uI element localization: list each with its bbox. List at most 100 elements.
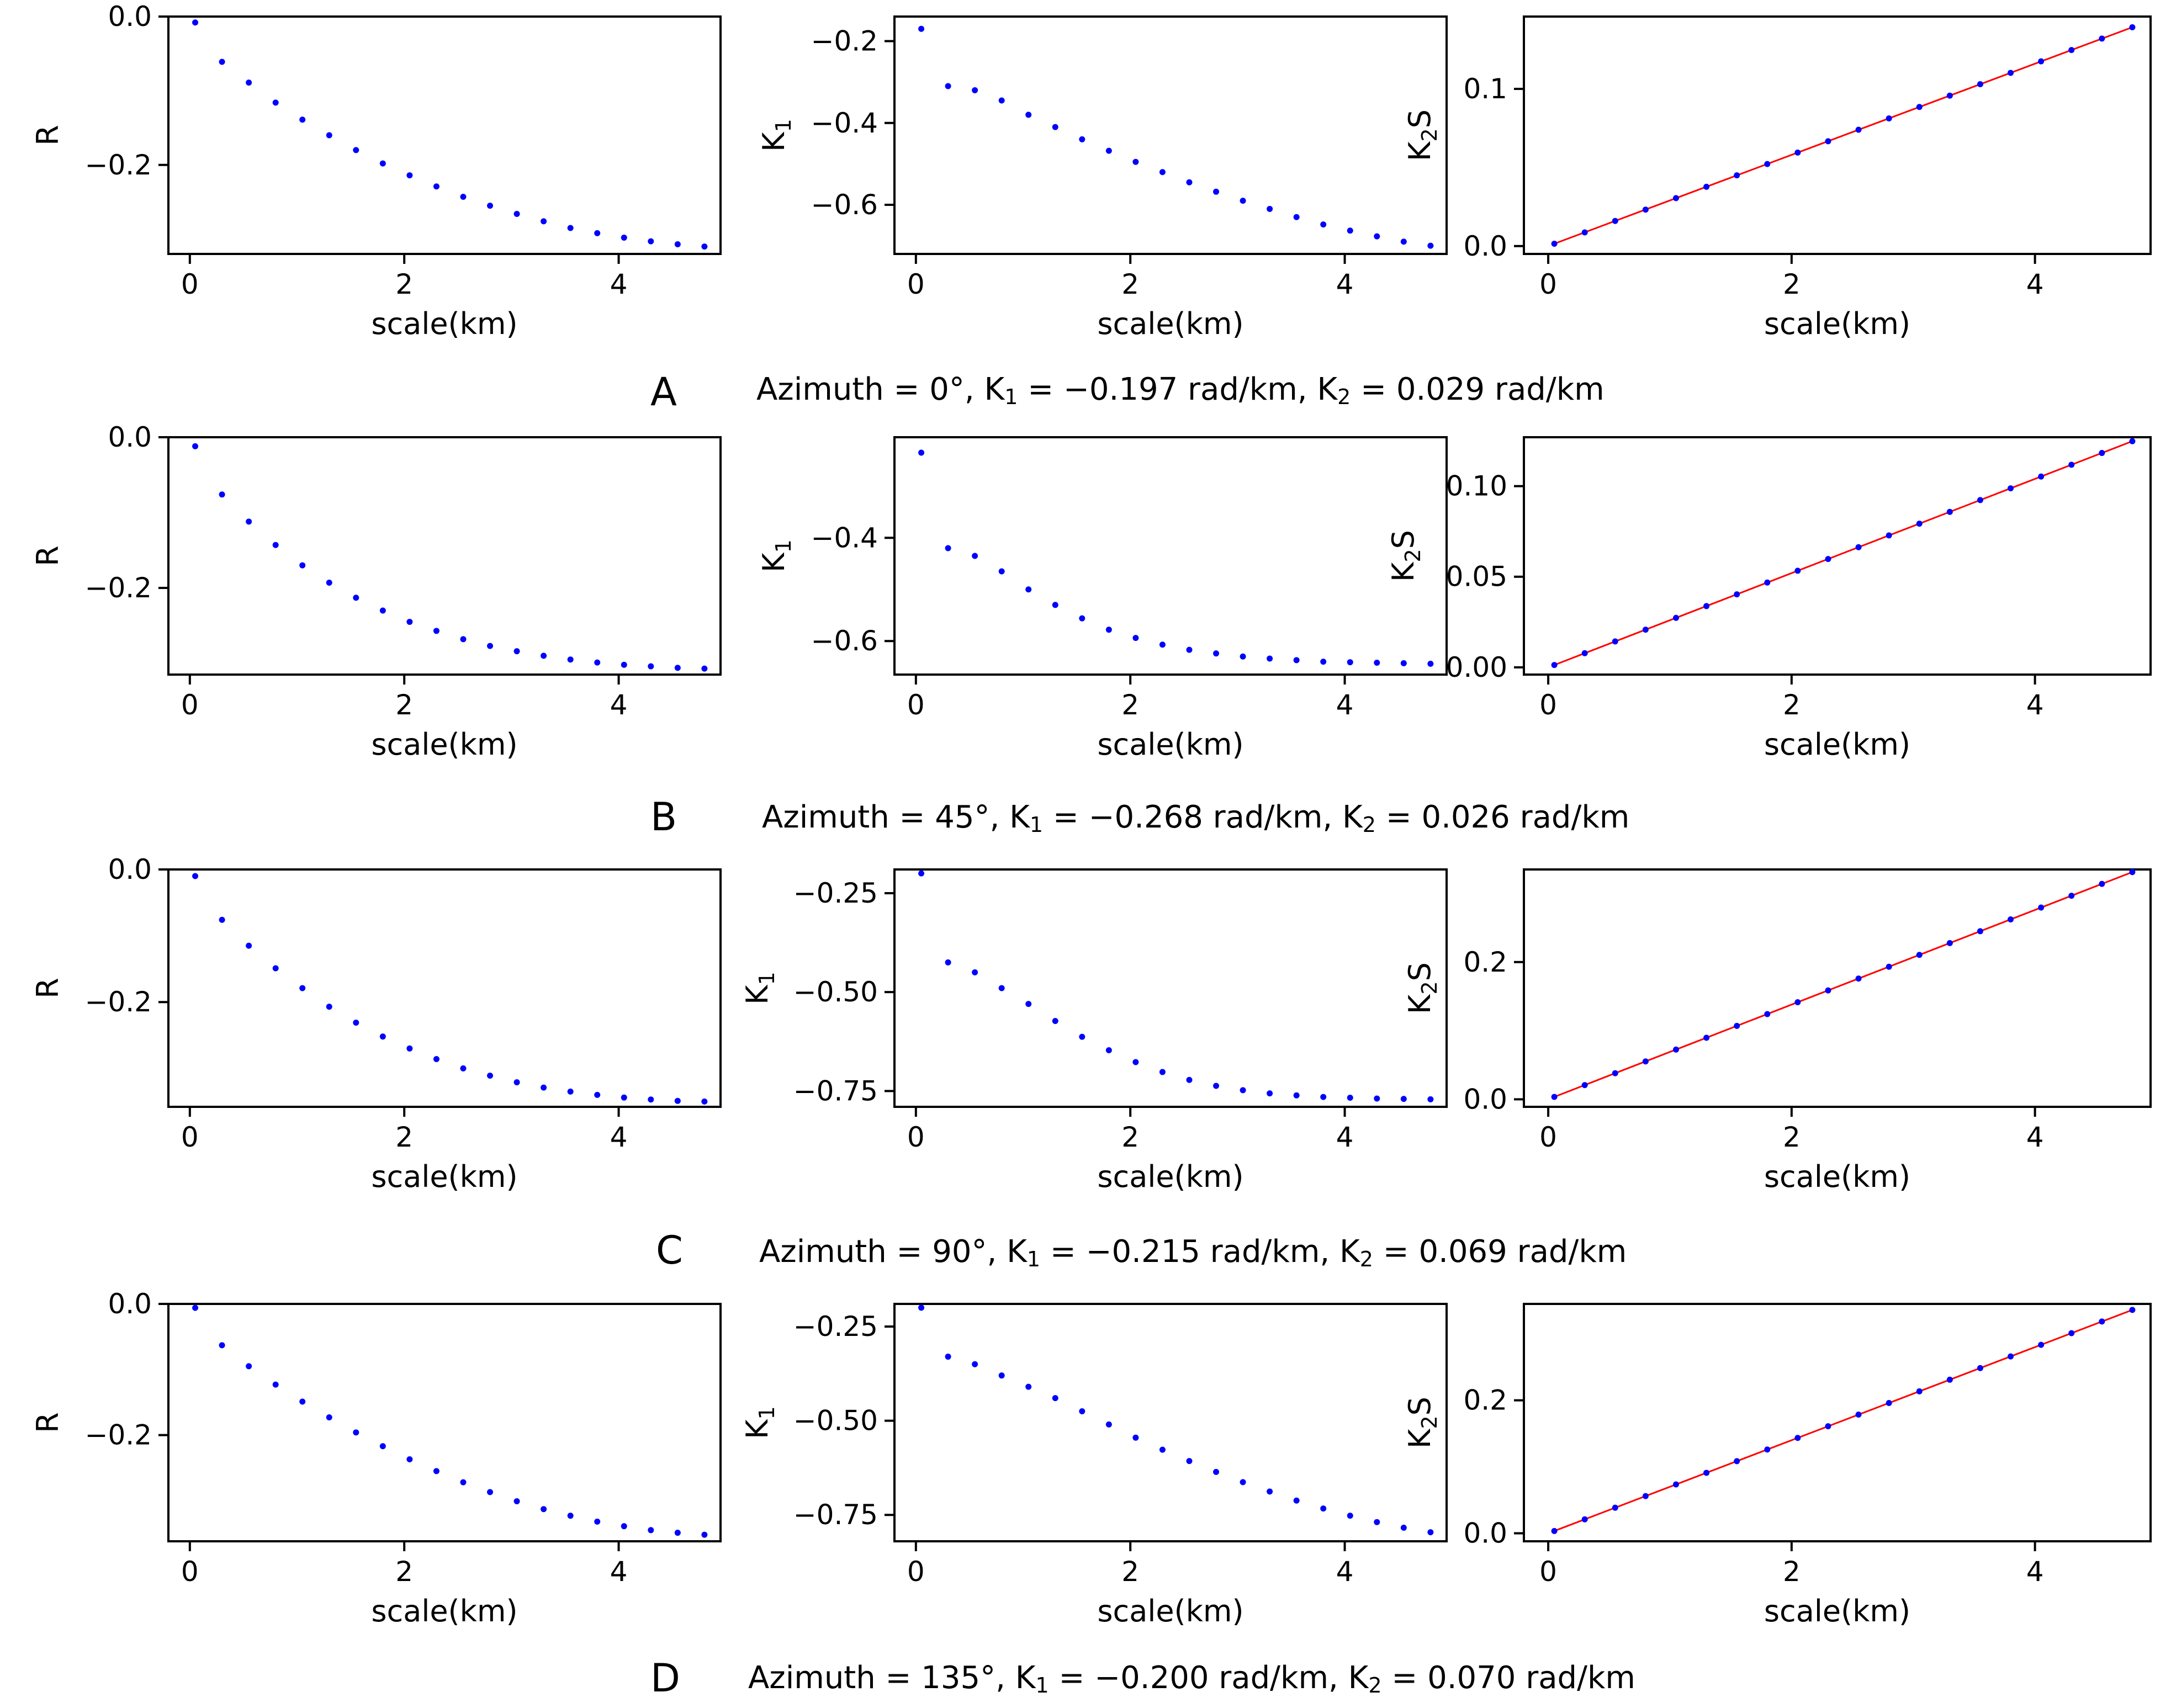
- data-point: [2099, 35, 2105, 42]
- panel-caption-a: Azimuth = 0°, K1 = −0.197 rad/km, K2 = 0…: [756, 372, 1605, 409]
- data-point: [541, 653, 547, 659]
- data-point: [1886, 532, 1892, 539]
- data-point: [1213, 1083, 1220, 1089]
- data-point: [1159, 169, 1166, 176]
- data-point: [1764, 579, 1771, 586]
- y-tick-label: −0.50: [793, 976, 878, 1008]
- azimuth-value: 90°: [932, 1234, 987, 1270]
- data-point: [460, 636, 467, 643]
- y-tick-label: −0.25: [793, 1311, 878, 1343]
- data-point: [1672, 614, 1679, 621]
- data-point: [192, 873, 199, 879]
- y-tick-label: −0.25: [793, 877, 878, 909]
- y-tick-label: −0.2: [85, 572, 152, 604]
- data-point: [1400, 1096, 1407, 1102]
- data-point: [1855, 975, 1862, 982]
- data-point: [2099, 880, 2105, 887]
- data-point: [972, 553, 978, 559]
- data-point: [1427, 660, 1434, 667]
- data-point: [918, 1304, 925, 1311]
- fit-line: [1554, 871, 2133, 1098]
- data-point: [1052, 602, 1058, 608]
- data-point: [1855, 1412, 1862, 1418]
- data-point: [1977, 928, 1983, 935]
- data-point: [326, 1414, 332, 1420]
- x-tick-label: 2: [1121, 1556, 1139, 1588]
- data-point: [1672, 1046, 1679, 1053]
- k1-value: −0.268: [1088, 799, 1203, 835]
- azimuth-value: 135°: [921, 1660, 996, 1696]
- data-point: [1825, 556, 1831, 563]
- data-point: [972, 87, 978, 93]
- k1-value: −0.215: [1086, 1234, 1200, 1270]
- data-point: [1374, 1519, 1380, 1525]
- data-point: [1025, 1001, 1032, 1007]
- data-point: [1642, 206, 1649, 213]
- y-tick-label: 0.1: [1463, 73, 1507, 105]
- data-point: [1886, 115, 1892, 122]
- data-point: [1612, 218, 1618, 224]
- data-point: [1132, 158, 1139, 165]
- data-point: [460, 1065, 467, 1072]
- data-point: [513, 648, 520, 655]
- data-point: [1052, 124, 1058, 130]
- data-point: [1347, 659, 1353, 666]
- y-tick-label: −0.50: [793, 1405, 878, 1437]
- k1-value: −0.200: [1094, 1660, 1209, 1696]
- y-tick-label: 0.10: [1446, 470, 1507, 502]
- y-tick-label: −0.2: [811, 25, 878, 57]
- y-axis-label-main: K: [1402, 141, 1437, 161]
- axes-frame: [167, 15, 722, 255]
- data-point: [2099, 1318, 2105, 1325]
- y-axis-label: R: [30, 1412, 65, 1433]
- data-point: [1186, 646, 1193, 653]
- y-axis-label-main: K: [740, 984, 775, 1005]
- data-point: [1186, 1076, 1193, 1083]
- axes-frame: [1523, 15, 2152, 255]
- data-point: [541, 1084, 547, 1091]
- data-point: [1132, 1059, 1139, 1065]
- data-point: [1427, 242, 1434, 249]
- k2-value: 0.026: [1421, 799, 1510, 835]
- data-point: [2099, 450, 2105, 457]
- data-point: [1320, 659, 1327, 665]
- data-point: [1977, 497, 1983, 503]
- data-point: [1612, 1504, 1618, 1511]
- axes-frame: [893, 1303, 1448, 1542]
- data-point: [1581, 650, 1588, 656]
- unit-label: rad/km: [1188, 372, 1298, 407]
- x-tick-label: 0: [1539, 689, 1557, 721]
- unit-label: rad/km: [1210, 1234, 1320, 1270]
- data-point: [326, 132, 332, 139]
- y-tick-label: 0.0: [108, 853, 152, 885]
- data-point: [541, 218, 547, 225]
- x-tick-label: 2: [1121, 268, 1139, 300]
- data-point: [674, 1530, 681, 1536]
- x-tick-label: 4: [610, 689, 628, 721]
- panel-caption-d: Azimuth = 135°, K1 = −0.200 rad/km, K2 =…: [748, 1660, 1635, 1698]
- axes-frame: [167, 1303, 722, 1542]
- data-point: [1825, 1423, 1831, 1430]
- data-point: [1347, 227, 1353, 234]
- y-axis-label-subscript: 2: [1417, 128, 1442, 141]
- x-axis-label: scale(km): [1097, 727, 1243, 762]
- data-point: [219, 1342, 225, 1349]
- x-tick-label: 4: [2026, 1121, 2044, 1153]
- data-point: [945, 959, 951, 966]
- data-point: [1240, 653, 1246, 660]
- data-point: [1293, 214, 1300, 220]
- x-tick-label: 4: [610, 1121, 628, 1153]
- data-point: [1551, 662, 1558, 669]
- data-point: [998, 985, 1005, 991]
- y-tick-label: 0.0: [1463, 1083, 1507, 1115]
- data-point: [648, 238, 654, 245]
- data-point: [1079, 1033, 1086, 1040]
- y-axis-label: R: [30, 125, 65, 146]
- y-tick-label: 0.05: [1446, 561, 1507, 593]
- data-point: [621, 661, 627, 668]
- data-point: [1427, 1096, 1434, 1102]
- data-point: [192, 1304, 199, 1311]
- data-point: [1825, 987, 1831, 994]
- axes-frame: [1523, 868, 2152, 1108]
